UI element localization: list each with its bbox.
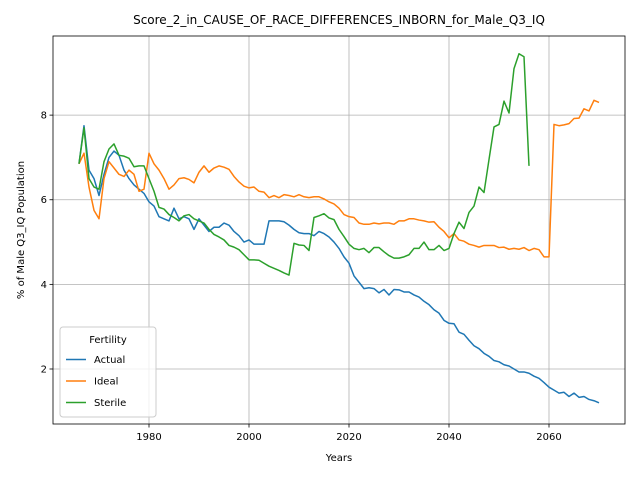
lines bbox=[78, 53, 600, 404]
y-axis-label: % of Male Q3_IQ Population bbox=[16, 161, 27, 299]
legend-label: Ideal bbox=[94, 377, 118, 388]
x-tick-label: 2060 bbox=[536, 432, 561, 443]
y-tick-label: 8 bbox=[41, 111, 47, 122]
y-tick-label: 2 bbox=[41, 364, 47, 375]
x-tick-label: 1980 bbox=[136, 432, 161, 443]
y-tick-label: 6 bbox=[41, 195, 47, 206]
axes: 1980 2000 2020 2040 2060 2 4 6 8 bbox=[41, 111, 562, 443]
legend-label: Actual bbox=[94, 355, 125, 366]
plot-frame bbox=[52, 35, 626, 425]
chart-title: Score_2_in_CAUSE_OF_RACE_DIFFERENCES_INB… bbox=[133, 13, 545, 27]
legend-label: Sterile bbox=[94, 398, 126, 409]
series-line bbox=[78, 53, 530, 276]
x-tick-label: 2000 bbox=[236, 432, 261, 443]
series-line bbox=[78, 124, 600, 404]
legend-box bbox=[59, 326, 157, 418]
legend-title: Fertility bbox=[89, 335, 127, 346]
y-tick-label: 4 bbox=[41, 280, 47, 291]
x-tick-label: 2040 bbox=[436, 432, 461, 443]
series-line bbox=[78, 99, 600, 258]
x-tick-label: 2020 bbox=[336, 432, 361, 443]
legend: Fertility Actual Ideal Sterile bbox=[59, 326, 157, 418]
x-axis-label: Years bbox=[325, 453, 352, 464]
